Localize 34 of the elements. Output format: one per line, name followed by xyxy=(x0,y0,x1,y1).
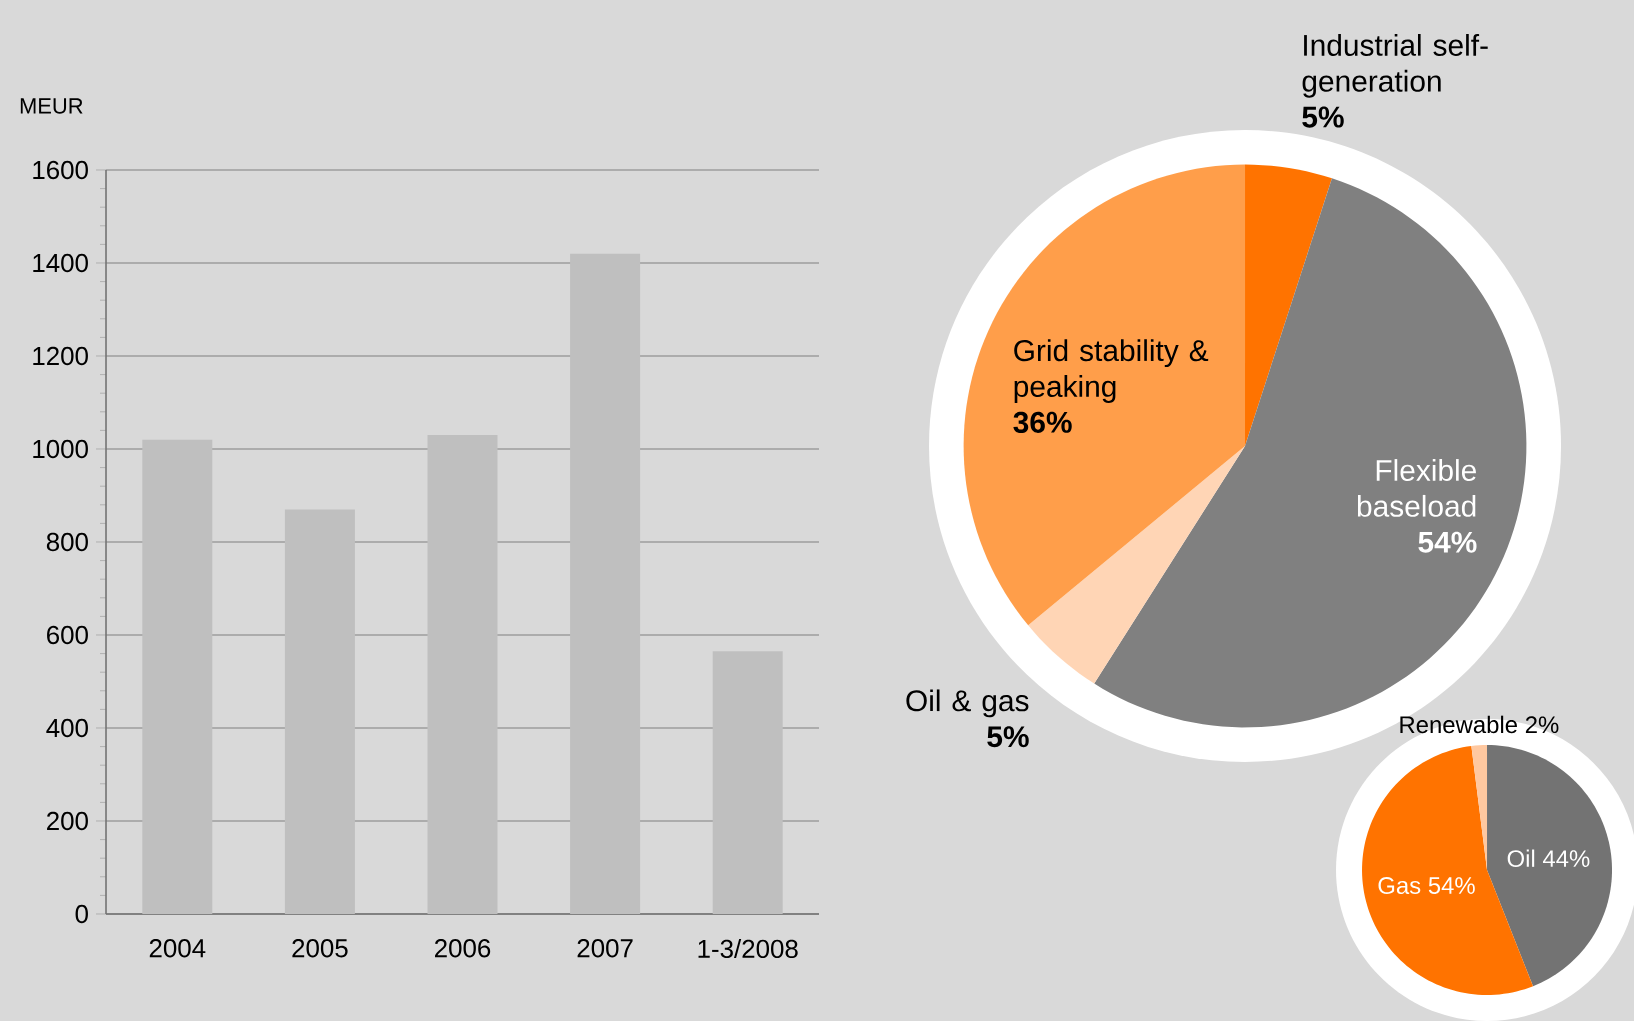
y-tick-label: 600 xyxy=(47,625,88,645)
slice-label: Oil xyxy=(1507,849,1535,868)
data-label: 5% xyxy=(987,726,1029,748)
data-label: 54% xyxy=(1418,531,1477,553)
x-tick-label: 2004 xyxy=(149,939,206,958)
bar xyxy=(142,439,213,914)
slice-label: Industrial self-generation xyxy=(1302,33,1488,98)
data-label: 2% xyxy=(1525,716,1559,734)
bar xyxy=(712,651,783,914)
bar xyxy=(284,509,355,914)
y-tick-label: 400 xyxy=(46,718,88,738)
y-tick-label: 800 xyxy=(46,532,88,552)
bar xyxy=(570,253,641,914)
y-tick-label: 200 xyxy=(47,811,88,831)
bar xyxy=(427,435,498,914)
slice-label: Renewable xyxy=(1400,715,1517,734)
x-tick-label: 2007 xyxy=(577,939,633,958)
slice-label: Flexible baseload xyxy=(1357,459,1476,517)
x-tick-label: 2006 xyxy=(435,939,491,958)
y-axis-title: MEUR xyxy=(20,98,83,114)
y-tick-label: 0 xyxy=(75,904,88,924)
data-label: 36% xyxy=(1013,411,1072,433)
y-tick-label: 1000 xyxy=(33,439,88,459)
y-tick-label: 1200 xyxy=(33,346,88,366)
slice-label: Gas xyxy=(1378,877,1421,894)
x-tick-label: 2005 xyxy=(292,939,348,958)
slice-label: Grid stability & peaking xyxy=(1014,339,1209,403)
data-label: 54% xyxy=(1428,877,1475,894)
data-label: 5% xyxy=(1302,106,1344,128)
x-tick-label: 1-3/2008 xyxy=(698,939,798,959)
y-tick-label: 1600 xyxy=(33,160,88,180)
data-label: 44% xyxy=(1542,850,1590,867)
y-tick-label: 1400 xyxy=(33,253,88,273)
slice-label: Oil & gas xyxy=(906,689,1029,718)
